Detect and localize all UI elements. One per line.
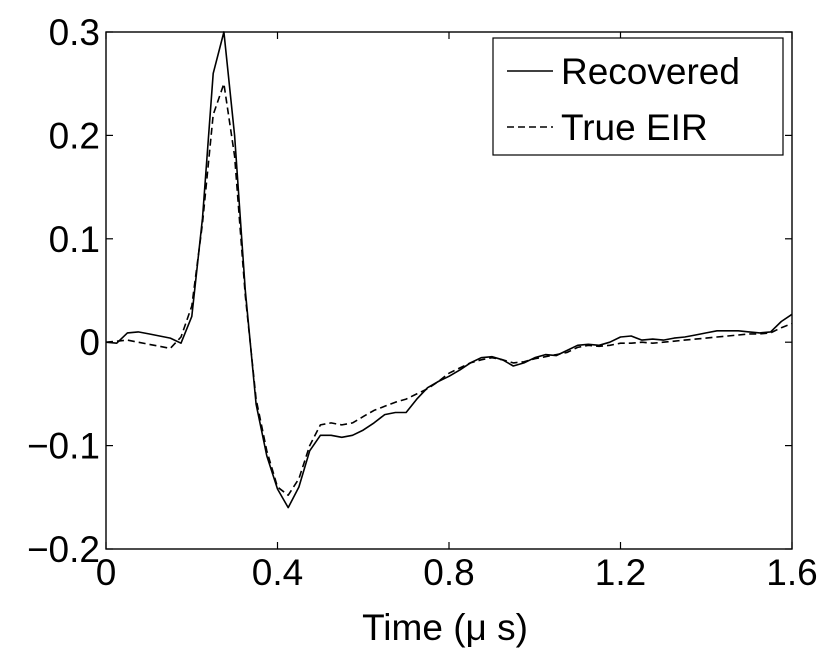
series-layer <box>105 31 793 509</box>
y-tick-label: 0.2 <box>49 115 100 156</box>
y-tick-label: 0.3 <box>49 12 100 53</box>
legend-label: True EIR <box>561 107 708 148</box>
y-tick-label: 0 <box>79 322 100 363</box>
y-tick-label: −0.1 <box>27 426 100 467</box>
series-line-recovered <box>105 31 793 509</box>
legend-label: Recovered <box>561 51 740 92</box>
x-tick-label: 1.2 <box>595 552 646 593</box>
legend-box <box>492 37 784 156</box>
axes-layer: 0 0.4 0.8 1.2 1.6 −0.2 −0.1 0 0.1 0.2 0.3 <box>27 12 818 593</box>
series-line-true-eir <box>105 82 793 497</box>
x-axis-label: Time (μ s) <box>362 607 528 648</box>
x-tick-label: 0.8 <box>423 552 474 593</box>
legend: Recovered True EIR <box>492 37 784 156</box>
y-tick-label: 0.1 <box>49 219 100 260</box>
x-tick-label: 0.4 <box>252 552 303 593</box>
y-tick-label: −0.2 <box>27 529 100 570</box>
x-tick-label: 0 <box>96 552 117 593</box>
x-tick-label: 1.6 <box>766 552 817 593</box>
